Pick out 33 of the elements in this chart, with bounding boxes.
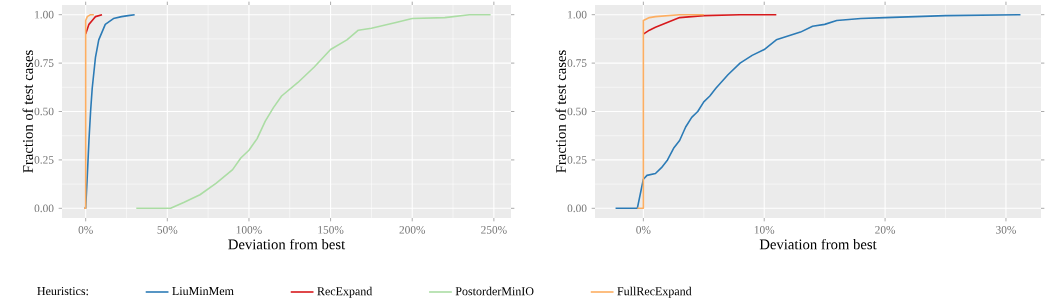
x-tick-label: 250% [481,226,507,234]
legend-title: Heuristics: [37,287,88,296]
y-axis-title: Fraction of test cases [555,50,566,173]
line-series [636,13,705,210]
x-tick-label: 50% [157,226,178,234]
line-series [83,13,95,210]
x-axis-title: Deviation from best [228,238,346,250]
y-tick-label: 0.50 [34,107,54,116]
y-tick-label: 1.00 [568,10,587,19]
x-tick-label: 150% [318,226,344,234]
line-series [83,13,136,210]
x-tick-label: 0% [636,226,651,234]
x-tick-label: 20% [875,226,896,234]
y-tick-label: 0.00 [567,204,587,213]
legend-label: FullRecExpand [617,286,692,298]
x-tick-label: 200% [399,226,426,234]
y-tick-label: 0.75 [34,59,54,67]
x-tick-label: 100% [236,226,262,234]
line-series [84,13,103,35]
x-tick-label: 10% [754,226,775,234]
legend-label: RecExpand [317,286,373,298]
x-axis-title: Deviation from best [759,238,877,250]
y-tick-label: 0.50 [567,107,587,116]
y-tick-label: 0.75 [567,59,587,67]
legend-label: LiuMinMem [172,287,234,296]
y-tick-label: 0.25 [34,156,54,164]
x-tick-label: 30% [996,226,1016,234]
y-axis-title: Fraction of test cases [22,50,33,173]
y-tick-label: 1.00 [35,10,54,19]
legend-label: PostorderMinIO [455,286,534,296]
x-tick-label: 0% [78,226,93,234]
y-tick-label: 0.25 [567,156,587,164]
y-tick-label: 0.00 [34,204,54,213]
